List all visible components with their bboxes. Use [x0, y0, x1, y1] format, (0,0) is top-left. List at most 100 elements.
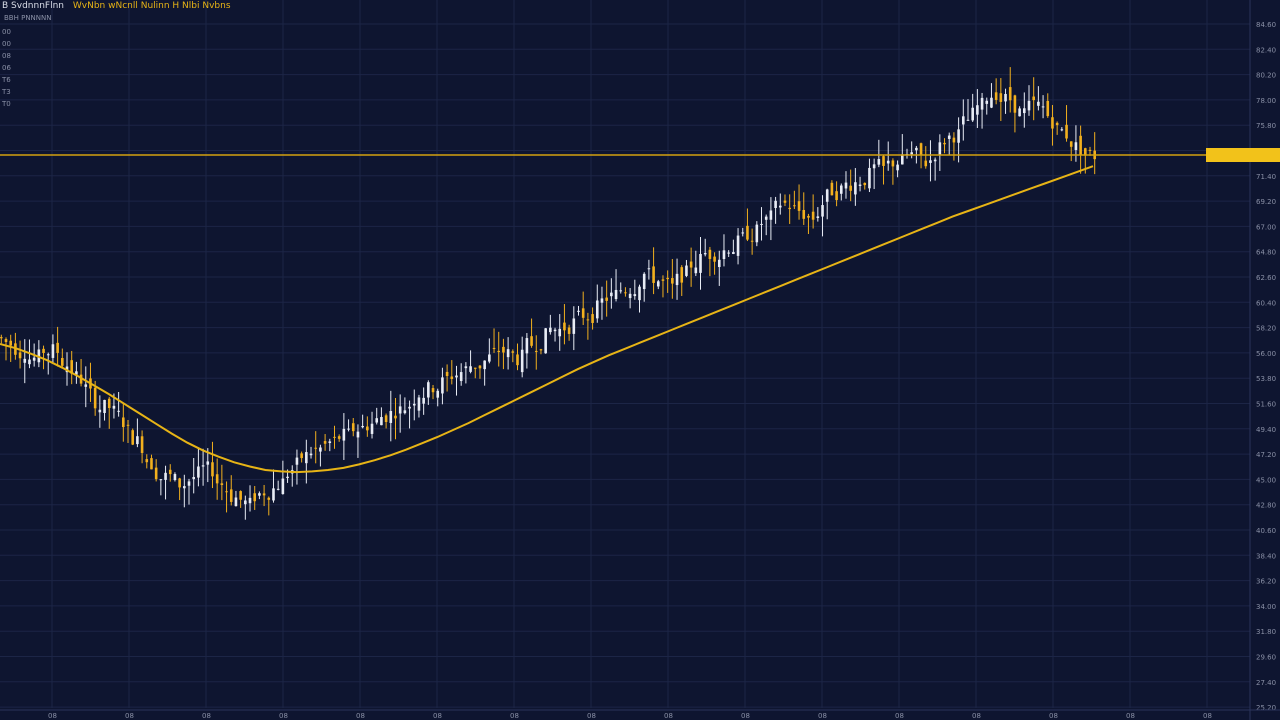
- candle-body: [811, 211, 815, 220]
- ohlc-value: T0: [2, 100, 11, 108]
- candle-body: [966, 119, 970, 121]
- candle-body: [858, 184, 862, 186]
- candle-body: [1051, 117, 1054, 129]
- price-tick-label: 47.20: [1256, 451, 1276, 459]
- candle-body: [384, 415, 388, 423]
- candle-body: [577, 310, 580, 312]
- candle-body: [211, 462, 214, 477]
- time-tick-label: 08: [741, 712, 750, 720]
- candle-body: [427, 382, 430, 398]
- candle-body: [342, 428, 346, 441]
- candle-body: [337, 436, 341, 439]
- candle-body: [694, 267, 698, 274]
- time-tick-label: 08: [664, 712, 673, 720]
- time-tick-label: 08: [510, 712, 519, 720]
- candle-body: [497, 350, 501, 353]
- candle-body: [558, 328, 562, 337]
- current-price-tag: [1206, 148, 1280, 162]
- ohlc-value: 00: [2, 28, 11, 36]
- candle-body: [201, 465, 205, 467]
- price-tick-label: 71.40: [1256, 173, 1276, 181]
- candle-body: [126, 424, 130, 426]
- candle-body: [957, 129, 960, 143]
- candle-body: [793, 205, 796, 207]
- time-tick-label: 08: [48, 712, 57, 720]
- candle-body: [469, 366, 472, 372]
- candle-body: [868, 167, 871, 189]
- candle-body: [441, 377, 444, 394]
- candle-body: [187, 481, 191, 486]
- candle-body: [769, 210, 773, 220]
- symbol-label[interactable]: B SvdnnnFlnn: [2, 1, 64, 11]
- candle-body: [309, 453, 313, 456]
- candle-body: [483, 360, 486, 370]
- candle-body: [642, 273, 646, 290]
- ohlc-value: T3: [2, 88, 11, 96]
- candle-body: [605, 297, 608, 301]
- candle-body: [333, 436, 336, 438]
- candle-body: [347, 428, 350, 430]
- candle-body: [220, 483, 224, 485]
- candle-body: [394, 415, 397, 419]
- candle-body: [713, 256, 716, 262]
- candle-body: [750, 240, 754, 242]
- candle-body: [919, 143, 923, 156]
- candle-body: [117, 410, 120, 412]
- candle-body: [610, 292, 613, 297]
- candle-body: [600, 298, 604, 303]
- candle-body: [661, 279, 665, 281]
- price-tick-label: 36.20: [1256, 578, 1276, 586]
- candle-body: [431, 388, 435, 393]
- indicator-label[interactable]: WvNbn wNcnll Nulinn H Nlbi Nvbns: [72, 1, 231, 11]
- candle-body: [351, 423, 355, 432]
- candle-body: [164, 472, 167, 480]
- candle-body: [70, 360, 73, 374]
- candle-body: [539, 349, 543, 351]
- candle-body: [525, 338, 529, 354]
- candle-body: [455, 375, 458, 378]
- price-tick-label: 58.20: [1256, 325, 1276, 333]
- candle-body: [84, 384, 88, 387]
- candle-body: [689, 261, 693, 268]
- candle-body: [586, 319, 590, 321]
- candle-body: [675, 273, 679, 286]
- candle-body: [553, 329, 557, 332]
- candle-body: [168, 469, 172, 475]
- candle-body: [328, 441, 332, 443]
- candle-body: [732, 252, 735, 255]
- candle-body: [844, 182, 848, 189]
- time-tick-label: 08: [972, 712, 981, 720]
- candle-body: [502, 346, 505, 353]
- price-tick-label: 69.20: [1256, 198, 1276, 206]
- candle-body: [178, 478, 181, 488]
- candle-body: [638, 286, 641, 301]
- candle-body: [647, 268, 651, 270]
- candle-body: [595, 300, 599, 319]
- candle-body: [924, 160, 928, 167]
- candle-body: [370, 423, 374, 434]
- header-subtitle: BBH PNNNNN: [4, 14, 52, 22]
- candle-body: [412, 403, 416, 406]
- candle-body: [797, 201, 801, 211]
- candle-body: [703, 253, 707, 255]
- ohlc-value: 00: [2, 40, 11, 48]
- candle-body: [994, 92, 998, 100]
- candle-body: [680, 267, 684, 283]
- candle-body: [492, 347, 496, 349]
- candle-body: [398, 406, 402, 414]
- candle-body: [511, 351, 515, 353]
- moving-average-line: [0, 165, 1094, 474]
- candle-body: [262, 493, 266, 496]
- price-tick-label: 62.60: [1256, 274, 1276, 282]
- price-tick-label: 40.60: [1256, 527, 1276, 535]
- candle-body: [549, 327, 552, 333]
- candle-body: [783, 200, 787, 203]
- candle-body: [1088, 149, 1092, 151]
- candle-body: [389, 411, 393, 423]
- candle-body: [28, 359, 31, 365]
- candle-body: [971, 107, 974, 121]
- ohlc-value: T6: [2, 76, 11, 84]
- candle-body: [488, 354, 491, 362]
- candle-body: [215, 474, 219, 484]
